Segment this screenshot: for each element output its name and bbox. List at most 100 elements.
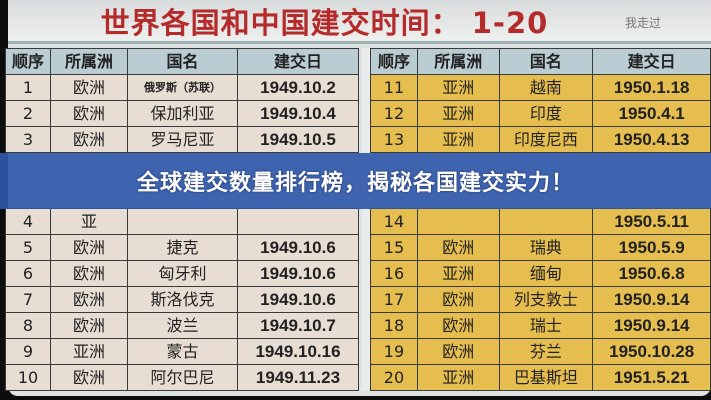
table-left: 顺序 所属洲 国名 建交日 1 欧洲 俄罗斯（苏联） 1949.10.2 2 欧洲 保加利亚 1949…: [5, 48, 359, 391]
date-cell: 1950.5.9: [592, 234, 711, 261]
continent-cell: 欧洲: [416, 286, 500, 313]
column-header: 国名: [498, 48, 594, 75]
order-cell: 3: [5, 126, 51, 153]
order-cell: 6: [5, 260, 51, 287]
country-cell: 印度尼西: [498, 126, 594, 153]
table-row: 15 欧洲 瑞典 1950.5.9: [370, 234, 711, 261]
country-cell: 俄罗斯（苏联）: [127, 74, 238, 101]
table-right: 顺序 所属洲 国名 建交日 11 亚洲 越南 1950.1.18 12 亚洲 印度 1950.4.1 1…: [370, 48, 711, 391]
continent-cell: 亚洲: [50, 338, 128, 365]
table-row: 9 亚洲 蒙古 1949.10.16: [5, 338, 359, 365]
date-cell: [237, 208, 359, 235]
table-row: 7 欧洲 斯洛伐克 1949.10.6: [5, 286, 359, 313]
order-cell: 11: [370, 74, 418, 101]
table-row: 8 欧洲 波兰 1949.10.7: [5, 312, 359, 339]
table-row: 1 欧洲 俄罗斯（苏联） 1949.10.2: [5, 74, 359, 101]
table-row: 16 亚洲 缅甸 1950.6.8: [370, 260, 711, 287]
date-cell: 1950.5.11: [592, 208, 711, 235]
continent-cell: 欧洲: [50, 126, 128, 153]
order-cell: 15: [370, 234, 418, 261]
continent-cell: 欧洲: [50, 74, 128, 101]
column-header: 建交日: [592, 48, 711, 75]
continent-cell: 欧洲: [50, 260, 128, 287]
country-cell: 越南: [498, 74, 594, 101]
continent-cell: 欧洲: [50, 364, 128, 391]
continent-cell: 亚洲: [416, 100, 500, 127]
date-cell: 1950.4.13: [592, 126, 711, 153]
date-cell: 1950.1.18: [592, 74, 711, 101]
table-row: 2 欧洲 保加利亚 1949.10.4: [5, 100, 359, 127]
date-cell: 1950.9.14: [592, 312, 711, 339]
order-cell: 13: [370, 126, 418, 153]
country-cell: 斯洛伐克: [127, 286, 238, 313]
country-cell: 波兰: [127, 312, 238, 339]
date-cell: 1949.10.5: [237, 126, 359, 153]
date-cell: 1949.10.6: [237, 286, 359, 313]
table-row: 20 亚洲 巴基斯坦 1951.5.21: [370, 364, 711, 391]
order-cell: 18: [370, 312, 418, 339]
country-cell: [127, 208, 238, 235]
date-cell: 1949.10.6: [237, 260, 359, 287]
table-row: 12 亚洲 印度 1950.4.1: [370, 100, 711, 127]
table-row: 6 欧洲 匈牙利 1949.10.6: [5, 260, 359, 287]
date-cell: 1951.5.21: [592, 364, 711, 391]
country-cell: 瑞典: [498, 234, 594, 261]
date-cell: 1949.10.4: [237, 100, 359, 127]
order-cell: 5: [5, 234, 51, 261]
order-cell: 10: [5, 364, 51, 391]
watermark: 我走过: [625, 16, 662, 30]
country-cell: 瑞士: [498, 312, 594, 339]
date-cell: 1949.11.23: [237, 364, 359, 391]
column-header: 建交日: [237, 48, 359, 75]
table-row: 11 亚洲 越南 1950.1.18: [370, 74, 711, 101]
continent-cell: 欧洲: [416, 234, 500, 261]
table-row: 19 欧洲 芬兰 1950.10.28: [370, 338, 711, 365]
country-cell: 巴基斯坦: [498, 364, 594, 391]
continent-cell: 欧洲: [50, 234, 128, 261]
table-row: 3 欧洲 罗马尼亚 1949.10.5: [5, 126, 359, 153]
column-header: 国名: [127, 48, 238, 75]
divider: [362, 48, 370, 390]
date-cell: 1950.6.8: [592, 260, 711, 287]
table-row: 17 欧洲 列支敦士 1950.9.14: [370, 286, 711, 313]
country-cell: 阿尔巴尼: [127, 364, 238, 391]
table-row: 18 欧洲 瑞士 1950.9.14: [370, 312, 711, 339]
table-row: 13 亚洲 印度尼西 1950.4.13: [370, 126, 711, 153]
continent-cell: 欧洲: [416, 338, 500, 365]
country-cell: 捷克: [127, 234, 238, 261]
order-cell: 1: [5, 74, 51, 101]
column-header: 顺序: [370, 48, 418, 75]
page-title: 世界各国和中国建交时间： 1-20: [100, 5, 549, 40]
table-row: 10 欧洲 阿尔巴尼 1949.11.23: [5, 364, 359, 391]
order-cell: 19: [370, 338, 418, 365]
date-cell: 1949.10.2: [237, 74, 359, 101]
order-cell: 12: [370, 100, 418, 127]
date-cell: 1949.10.6: [237, 234, 359, 261]
order-cell: 9: [5, 338, 51, 365]
order-cell: 8: [5, 312, 51, 339]
country-cell: 罗马尼亚: [127, 126, 238, 153]
date-cell: 1949.10.7: [237, 312, 359, 339]
date-cell: 1950.10.28: [592, 338, 711, 365]
country-cell: 蒙古: [127, 338, 238, 365]
order-cell: 17: [370, 286, 418, 313]
column-header: 所属洲: [416, 48, 500, 75]
continent-cell: 欧洲: [50, 100, 128, 127]
order-cell: 4: [5, 208, 51, 235]
table-row: 5 欧洲 捷克 1949.10.6: [5, 234, 359, 261]
continent-cell: 欧洲: [416, 312, 500, 339]
order-cell: 20: [370, 364, 418, 391]
continent-cell: 亚: [50, 208, 128, 235]
continent-cell: [416, 208, 500, 235]
headline-banner: 全球建交数量排行榜，揭秘各国建交实力！: [0, 152, 711, 209]
title-bar: 世界各国和中国建交时间： 1-20: [8, 0, 711, 44]
date-cell: 1950.9.14: [592, 286, 711, 313]
country-cell: [498, 208, 594, 235]
table-row: 14 1950.5.11: [370, 208, 711, 235]
continent-cell: 亚洲: [416, 364, 500, 391]
country-cell: 印度: [498, 100, 594, 127]
date-cell: 1949.10.16: [237, 338, 359, 365]
table-panel: 顺序 所属洲 国名 建交日 1 欧洲 俄罗斯（苏联） 1949.10.2 2 欧洲 保加利亚 1949…: [5, 44, 711, 396]
order-cell: 16: [370, 260, 418, 287]
